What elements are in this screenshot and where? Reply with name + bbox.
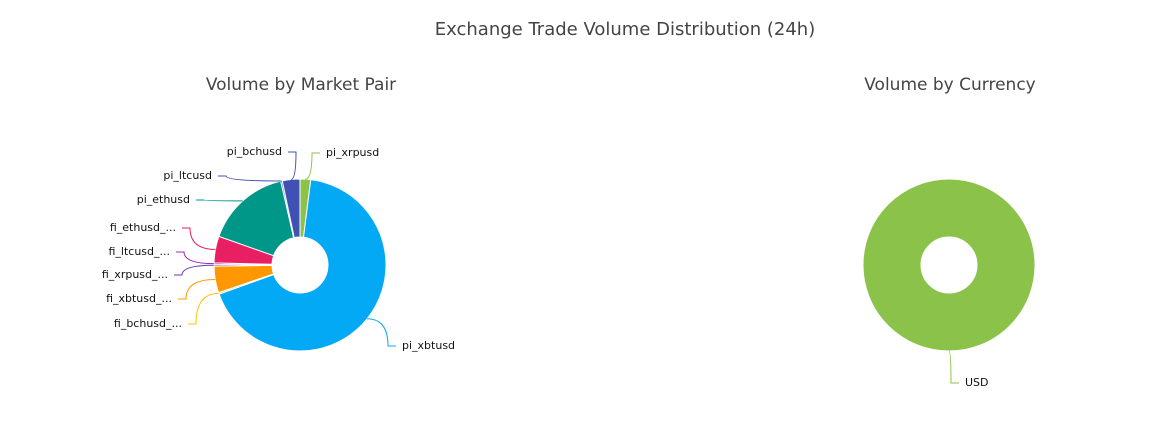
- slice: [862, 178, 1036, 352]
- leader-line: [176, 251, 215, 265]
- leader-line: [188, 292, 219, 325]
- leader-line: [218, 175, 282, 182]
- slice-label: fi_xbtusd_...: [106, 292, 172, 305]
- slice-label: fi_xrpusd_...: [102, 268, 168, 281]
- slice-label: pi_ltcusd: [163, 169, 212, 182]
- page-title: Exchange Trade Volume Distribution (24h): [435, 19, 815, 40]
- slice-label: pi_xrpusd: [326, 146, 379, 159]
- slice-label: fi_ethusd_...: [110, 221, 176, 234]
- leader-line: [196, 199, 243, 202]
- slice: [281, 178, 301, 239]
- leader-line: [948, 350, 959, 384]
- slice: [218, 180, 295, 257]
- chart-title: Volume by Currency: [864, 75, 1035, 95]
- slice: [218, 179, 387, 352]
- slice-label: fi_bchusd_...: [114, 317, 182, 330]
- leader-line: [288, 151, 297, 180]
- leader-line: [367, 318, 396, 347]
- slice-label: USD: [965, 376, 989, 389]
- leader-line: [174, 264, 215, 276]
- slice-label: fi_ltcusd_...: [108, 245, 170, 258]
- slice-label: pi_ethusd: [137, 193, 190, 206]
- slice-label: pi_bchusd: [227, 145, 282, 158]
- leader-line: [178, 279, 216, 300]
- slice-label: pi_xbtusd: [402, 339, 455, 352]
- leader-line: [182, 227, 216, 250]
- chart-title: Volume by Market Pair: [206, 75, 396, 95]
- leader-line: [305, 152, 320, 180]
